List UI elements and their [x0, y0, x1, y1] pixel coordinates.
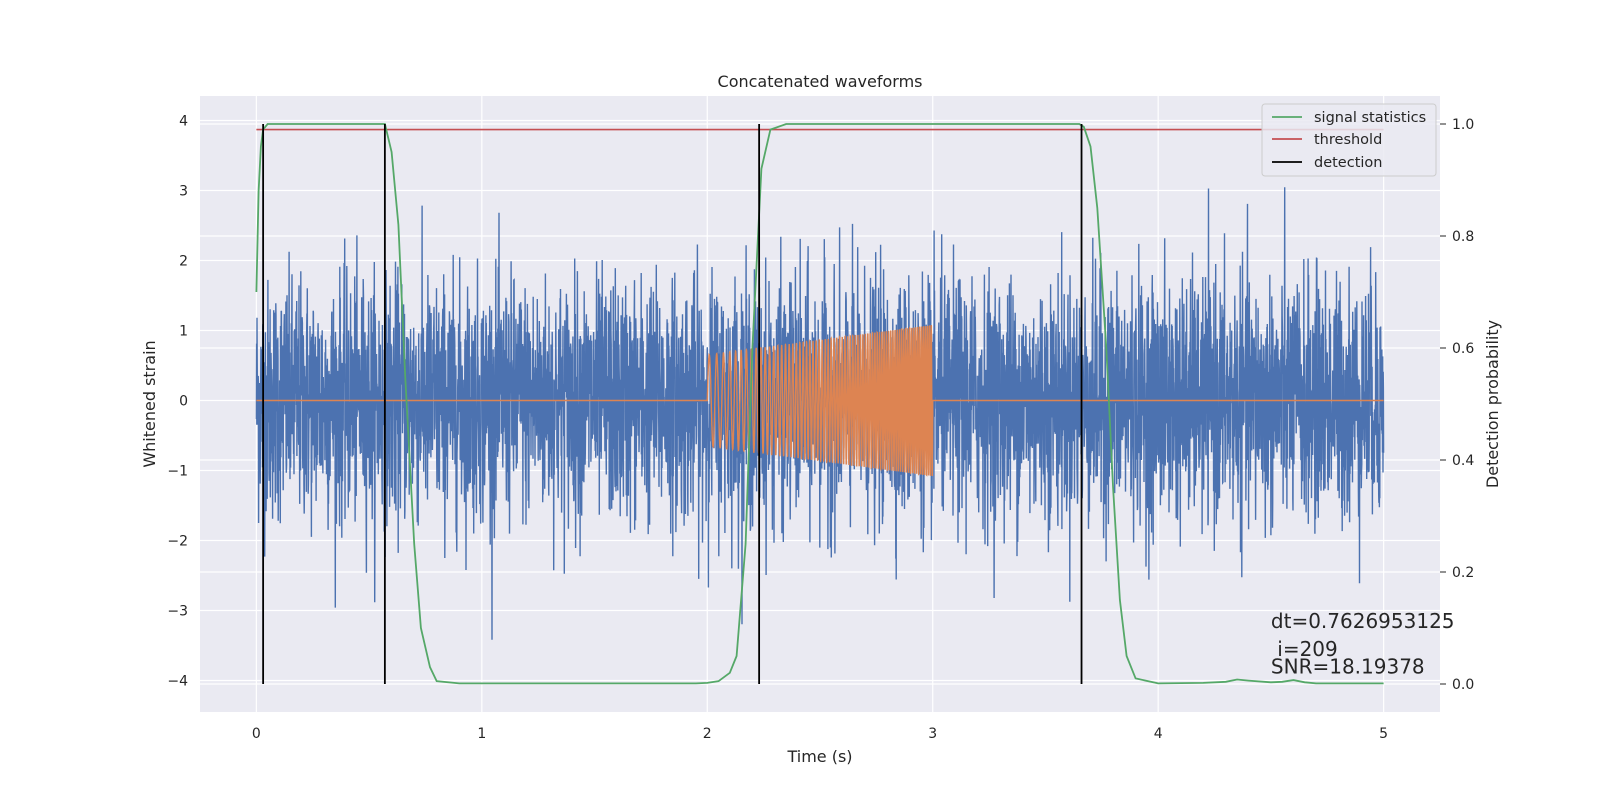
y-right-tick-label: 1.0 [1452, 117, 1474, 133]
series-injection [256, 325, 1384, 477]
y-right-tick-label: 0.2 [1452, 565, 1474, 581]
legend-box [1261, 103, 1437, 177]
y-left-tick-label: 1 [179, 324, 188, 340]
annotations: dt=0.7626953125 i=209 SNR=18.19378 [1271, 609, 1455, 679]
y-left-tick-label: −3 [167, 604, 188, 620]
y-right-tick-label: 0.0 [1452, 677, 1474, 693]
y-axis-label-left: Whitened strain [140, 340, 159, 467]
ticks: 0 1 2 3 4 5 −4 −3 −2 −1 0 1 2 3 4 0.0 0.2 0.4 0.6 0.8 1.0 [167, 114, 1474, 743]
y-left-tick-label: −1 [167, 464, 188, 480]
y-left-tick-label: 4 [179, 114, 188, 130]
legend-label-signal-statistics: signal statistics [1314, 110, 1426, 126]
y-right-tick-label: 0.8 [1452, 229, 1474, 245]
y-axis-label-right: Detection probability [1483, 320, 1502, 488]
x-tick-label: 5 [1379, 726, 1388, 742]
x-axis-label: Time (s) [786, 747, 852, 766]
chart-title: Concatenated waveforms [718, 72, 923, 91]
y-left-tick-label: −2 [167, 534, 188, 550]
y-left-tick-label: 0 [179, 394, 188, 410]
legend-label-detection: detection [1314, 155, 1382, 171]
legend: signal statistics threshold detection [1261, 103, 1437, 177]
y-left-tick-label: 3 [179, 184, 188, 200]
x-tick-label: 2 [703, 726, 712, 742]
x-tick-label: 0 [252, 726, 261, 742]
y-right-tick-label: 0.4 [1452, 453, 1474, 469]
x-tick-label: 3 [928, 726, 937, 742]
annotation-index: i=209 [1271, 637, 1338, 661]
y-right-tick-label: 0.6 [1452, 341, 1474, 357]
legend-label-threshold: threshold [1314, 132, 1382, 148]
x-tick-label: 1 [477, 726, 486, 742]
series-signal-statistics [255, 123, 1384, 685]
y-left-tick-label: −4 [167, 674, 188, 690]
annotation-snr: SNR=18.19378 [1271, 655, 1425, 679]
annotation-dt: dt=0.7626953125 [1271, 609, 1455, 633]
y-left-tick-label: 2 [179, 254, 188, 270]
x-tick-label: 4 [1154, 726, 1163, 742]
plot-area [255, 123, 1385, 685]
